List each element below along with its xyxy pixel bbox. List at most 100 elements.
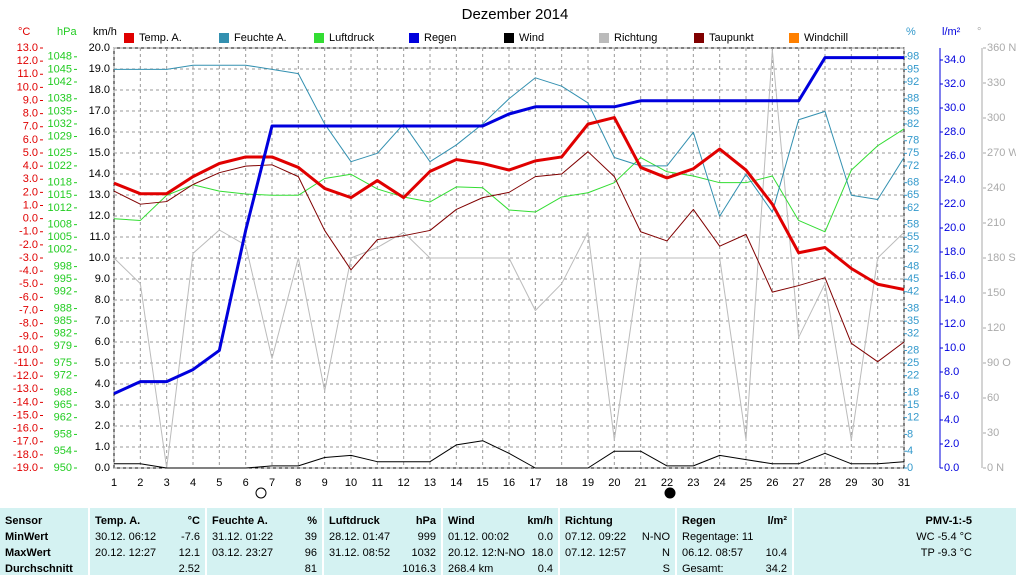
y-tick-label: 12.0: [944, 318, 965, 330]
y-tick-label: 28.0: [944, 126, 965, 138]
data-cell: 20.12. 12:27 12.1: [95, 545, 200, 561]
y-tick-label: 1045: [48, 63, 72, 75]
y-tick-label: 10.0: [17, 81, 38, 93]
cell-left: 07.12. 12:57: [565, 547, 627, 559]
data-cell: 268.4 km 0.4: [448, 561, 553, 577]
y-tick-label: 120: [987, 322, 1005, 334]
x-tick-label: 23: [687, 477, 699, 489]
y-tick-label: 15.0: [89, 147, 110, 159]
y-tick-label: -6.0: [19, 291, 38, 303]
series-line: [113, 128, 905, 233]
data-cell: 31.12. 08:52 1032: [329, 545, 436, 561]
row-label: MinWert: [5, 531, 49, 543]
y-tick-label: 180 S: [987, 252, 1016, 264]
y-tick-label: 26.0: [944, 150, 965, 162]
header-cell: Feuchte A.%: [212, 513, 317, 529]
row-cell: Durchschnitt: [5, 561, 83, 577]
y-tick-label: 9.0: [23, 94, 38, 106]
cell-right: 0.4: [537, 563, 553, 575]
data-cell: 30.12. 06:12 -7.6: [95, 529, 200, 545]
header: Regen: [682, 515, 716, 527]
y-tick-label: 18.0: [89, 84, 110, 96]
y-tick-label: 12.0: [89, 210, 110, 222]
unit: hPa: [415, 515, 436, 527]
y-tick-label: 1022: [48, 160, 72, 172]
y-tick-label: 32: [907, 328, 919, 340]
y-tick-label: 968: [54, 386, 72, 398]
x-tick-label: 11: [372, 477, 383, 489]
y-tick-label: 972: [54, 370, 72, 382]
data-cell: 2.52: [95, 561, 200, 577]
y-tick-label: -7.0: [19, 304, 38, 316]
data-cell: 07.12. 12:57 N: [565, 545, 670, 561]
header-cell: Luftdruck hPa: [329, 513, 436, 529]
header: Temp. A.: [95, 515, 141, 527]
y-tick-label: 92: [907, 76, 919, 88]
y-tick-label: 38: [907, 302, 919, 314]
y-tick-label: 8: [907, 428, 913, 440]
cell-right: 1032: [411, 547, 436, 559]
x-tick-label: 2: [137, 477, 143, 489]
y-tick-label: 34.0: [944, 54, 965, 66]
y-tick-label: 11.0: [17, 68, 38, 80]
cell-left: Gesamt:: [682, 563, 724, 575]
y-tick-label: -19.0: [13, 462, 38, 474]
y-tick-label: 16.0: [89, 126, 110, 138]
y-tick-label: 65: [907, 189, 919, 201]
y-tick-label: 25: [907, 357, 919, 369]
data-column: Feuchte A.% 31.12. 01:22 39 03.12. 23:27 96 8…: [207, 508, 322, 575]
cell-right: 96: [304, 547, 317, 559]
axis-unit: °C: [18, 26, 30, 38]
y-tick-label: 300: [987, 112, 1005, 124]
y-tick-label: 950: [54, 462, 72, 474]
y-tick-label: 3.0: [95, 399, 110, 411]
y-tick-label: 18.0: [944, 246, 965, 258]
cell-right: S: [662, 563, 670, 575]
data-cell: 31.12. 01:22 39: [212, 529, 317, 545]
data-cell: 20.12. 12:N-NO 18.0: [448, 545, 553, 561]
y-tick-label: 3.0: [23, 173, 38, 185]
y-tick-label: -15.0: [13, 409, 38, 421]
axis-unit: hPa: [57, 26, 77, 38]
x-tick-label: 25: [740, 477, 752, 489]
y-tick-label: 13.0: [89, 189, 110, 201]
y-tick-label: 979: [54, 340, 72, 352]
cell-left: 03.12. 23:27: [212, 547, 274, 559]
pmv-column: PMV-1:-5 WC -5.4 °C TP -9.3 °C: [794, 508, 1016, 575]
header: Wind: [448, 515, 475, 527]
y-tick-label: 954: [54, 445, 72, 457]
y-tick-label: 24.0: [944, 174, 965, 186]
unit: km/h: [527, 515, 553, 527]
cell-left: 20.12. 12:N-NO: [448, 547, 526, 559]
y-tick-label: 75: [907, 147, 919, 159]
y-tick-label: -13.0: [13, 383, 38, 395]
y-tick-label: -8.0: [19, 318, 38, 330]
y-tick-label: 1002: [48, 244, 72, 256]
y-tick-label: 0.0: [944, 462, 959, 474]
y-tick-label: 1035: [48, 105, 72, 117]
y-tick-label: 88: [907, 93, 919, 105]
y-tick-label: 35: [907, 315, 919, 327]
legend-swatch: [789, 33, 799, 43]
y-tick-label: 85: [907, 105, 919, 117]
x-tick-label: 8: [295, 477, 301, 489]
pmv-cell: WC -5.4 °C: [799, 529, 972, 545]
x-tick-label: 29: [845, 477, 857, 489]
y-tick-label: 12.0: [17, 55, 38, 67]
y-tick-label: -9.0: [19, 331, 38, 343]
y-tick-label: 1018: [48, 177, 72, 189]
series-line: [114, 440, 905, 469]
y-tick-label: 1025: [48, 147, 72, 159]
y-tick-label: 95: [907, 63, 919, 75]
x-tick-label: 28: [819, 477, 831, 489]
y-tick-label: 6.0: [944, 390, 959, 402]
y-tick-label: -11.0: [14, 357, 38, 369]
y-tick-label: 10.0: [944, 342, 965, 354]
x-tick-label: 16: [503, 477, 515, 489]
y-tick-label: 14.0: [944, 294, 965, 306]
y-tick-label: 982: [54, 328, 72, 340]
x-tick-label: 17: [529, 477, 541, 489]
y-tick-label: 998: [54, 261, 72, 273]
data-cell: 1016.3: [329, 561, 436, 577]
